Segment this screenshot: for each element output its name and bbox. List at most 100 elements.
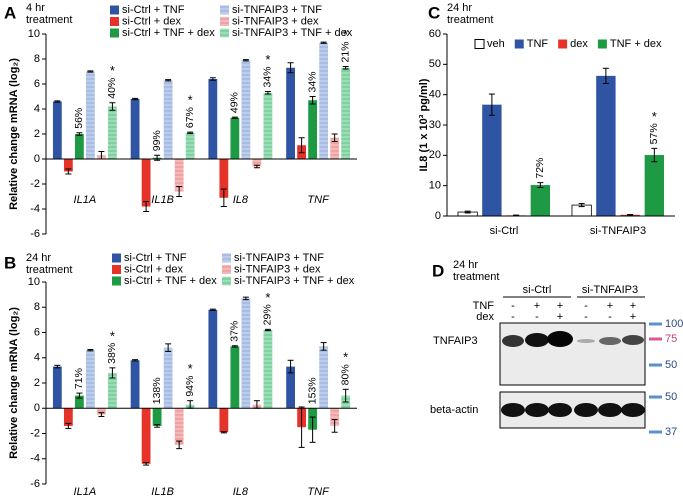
- significance-mark: *: [265, 52, 270, 67]
- annotation: 57%: [648, 123, 660, 144]
- band-label: beta-actin: [430, 404, 478, 416]
- annotation: 38%: [106, 343, 118, 364]
- bar: [286, 67, 295, 159]
- bar: [219, 408, 229, 433]
- x-tick-label: IL1B: [151, 486, 174, 498]
- annotation: 80%: [339, 364, 351, 385]
- bar: [141, 408, 151, 464]
- bar: [85, 71, 95, 159]
- y-tick-label: 50: [429, 58, 441, 70]
- bar: [130, 99, 140, 159]
- legend-swatch: [220, 5, 229, 15]
- lane-sign: +: [557, 300, 563, 312]
- lane-sign: -: [584, 300, 588, 312]
- bar: [530, 185, 551, 216]
- annotation: 153%: [306, 377, 318, 404]
- lane-sign: -: [584, 311, 588, 323]
- y-tick-label: 10: [28, 28, 40, 40]
- legend-swatch: [558, 39, 568, 49]
- y-tick-label: 10: [28, 276, 40, 288]
- error-bar: [320, 342, 327, 351]
- y-tick-label: 2: [34, 377, 40, 389]
- annotation: 72%: [534, 158, 546, 179]
- significance-mark: *: [188, 361, 193, 376]
- blot-image: [499, 322, 646, 386]
- legend-swatch: [110, 5, 119, 15]
- y-tick-label: 30: [429, 119, 441, 131]
- error-bar: [165, 343, 172, 352]
- x-tick-label: si-Ctrl: [490, 225, 519, 237]
- bar: [208, 79, 218, 159]
- error-bar: [209, 77, 216, 81]
- error-bar: [578, 203, 585, 208]
- y-tick-label: 0: [34, 153, 40, 165]
- significance-mark: *: [652, 109, 657, 124]
- panel-label: D: [432, 261, 444, 280]
- marker-label: 75: [665, 333, 677, 345]
- bar: [263, 329, 273, 409]
- x-tick-label: IL1B: [151, 194, 174, 206]
- legend-label: si-Ctrl + TNF + dex: [124, 275, 217, 287]
- band: [599, 337, 621, 345]
- error-bar: [627, 213, 634, 216]
- marker-label: 37: [665, 426, 677, 438]
- bar: [644, 155, 665, 216]
- error-bar: [109, 367, 116, 379]
- annotation: 99%: [151, 130, 163, 151]
- condition-label: TNF: [473, 300, 495, 312]
- bar: [230, 346, 240, 409]
- bar: [208, 309, 218, 409]
- bar: [219, 159, 229, 198]
- subtitle: treatment: [453, 271, 499, 283]
- error-bar: [309, 96, 316, 105]
- bar: [152, 408, 162, 426]
- annotation: 67%: [184, 107, 196, 128]
- legend-swatch: [110, 17, 119, 26]
- error-bar: [231, 345, 238, 348]
- y-tick-label: 6: [34, 326, 40, 338]
- error-bar: [109, 102, 116, 111]
- y-tick-label: -6: [30, 478, 40, 490]
- error-bar: [98, 412, 105, 417]
- error-bar: [264, 328, 271, 332]
- bar: [96, 408, 106, 415]
- bar: [63, 408, 73, 426]
- x-tick-label: IL8: [233, 194, 249, 206]
- y-tick-label: 8: [34, 53, 40, 65]
- error-bar: [176, 186, 183, 197]
- bar: [330, 408, 340, 426]
- annotation: 34%: [262, 66, 274, 87]
- legend-swatch: [112, 276, 121, 286]
- panel-label: A: [4, 3, 16, 22]
- significance-mark: *: [110, 63, 115, 78]
- bar: [52, 366, 62, 409]
- y-tick-label: 4: [34, 103, 40, 115]
- y-tick-label: 60: [429, 28, 441, 40]
- error-bar: [87, 349, 94, 352]
- y-tick-label: 0: [34, 402, 40, 414]
- annotation: 37%: [229, 321, 241, 342]
- error-bar: [54, 100, 61, 103]
- error-bar: [176, 440, 183, 450]
- marker-label: 100: [665, 318, 683, 330]
- group-label: si-TNFAIP3: [582, 284, 638, 296]
- lane-sign: -: [535, 311, 539, 323]
- annotation: 34%: [306, 71, 318, 92]
- bar: [230, 117, 240, 159]
- error-bar: [132, 359, 139, 362]
- bar: [596, 75, 616, 216]
- legend-label: si-TNFAIP3 + TNF + dex: [234, 275, 355, 287]
- error-bar: [143, 201, 150, 212]
- band: [547, 331, 573, 347]
- band: [502, 335, 524, 347]
- bar: [263, 92, 273, 159]
- legend-label: TNF + dex: [610, 38, 662, 50]
- bar: [319, 42, 329, 159]
- error-bar: [309, 416, 316, 443]
- bar: [74, 395, 84, 409]
- legend-label: si-TNFAIP3 + dex: [232, 15, 319, 27]
- bar: [185, 132, 195, 159]
- marker-label: 50: [665, 391, 677, 403]
- error-bar: [488, 93, 495, 116]
- bar: [252, 159, 262, 167]
